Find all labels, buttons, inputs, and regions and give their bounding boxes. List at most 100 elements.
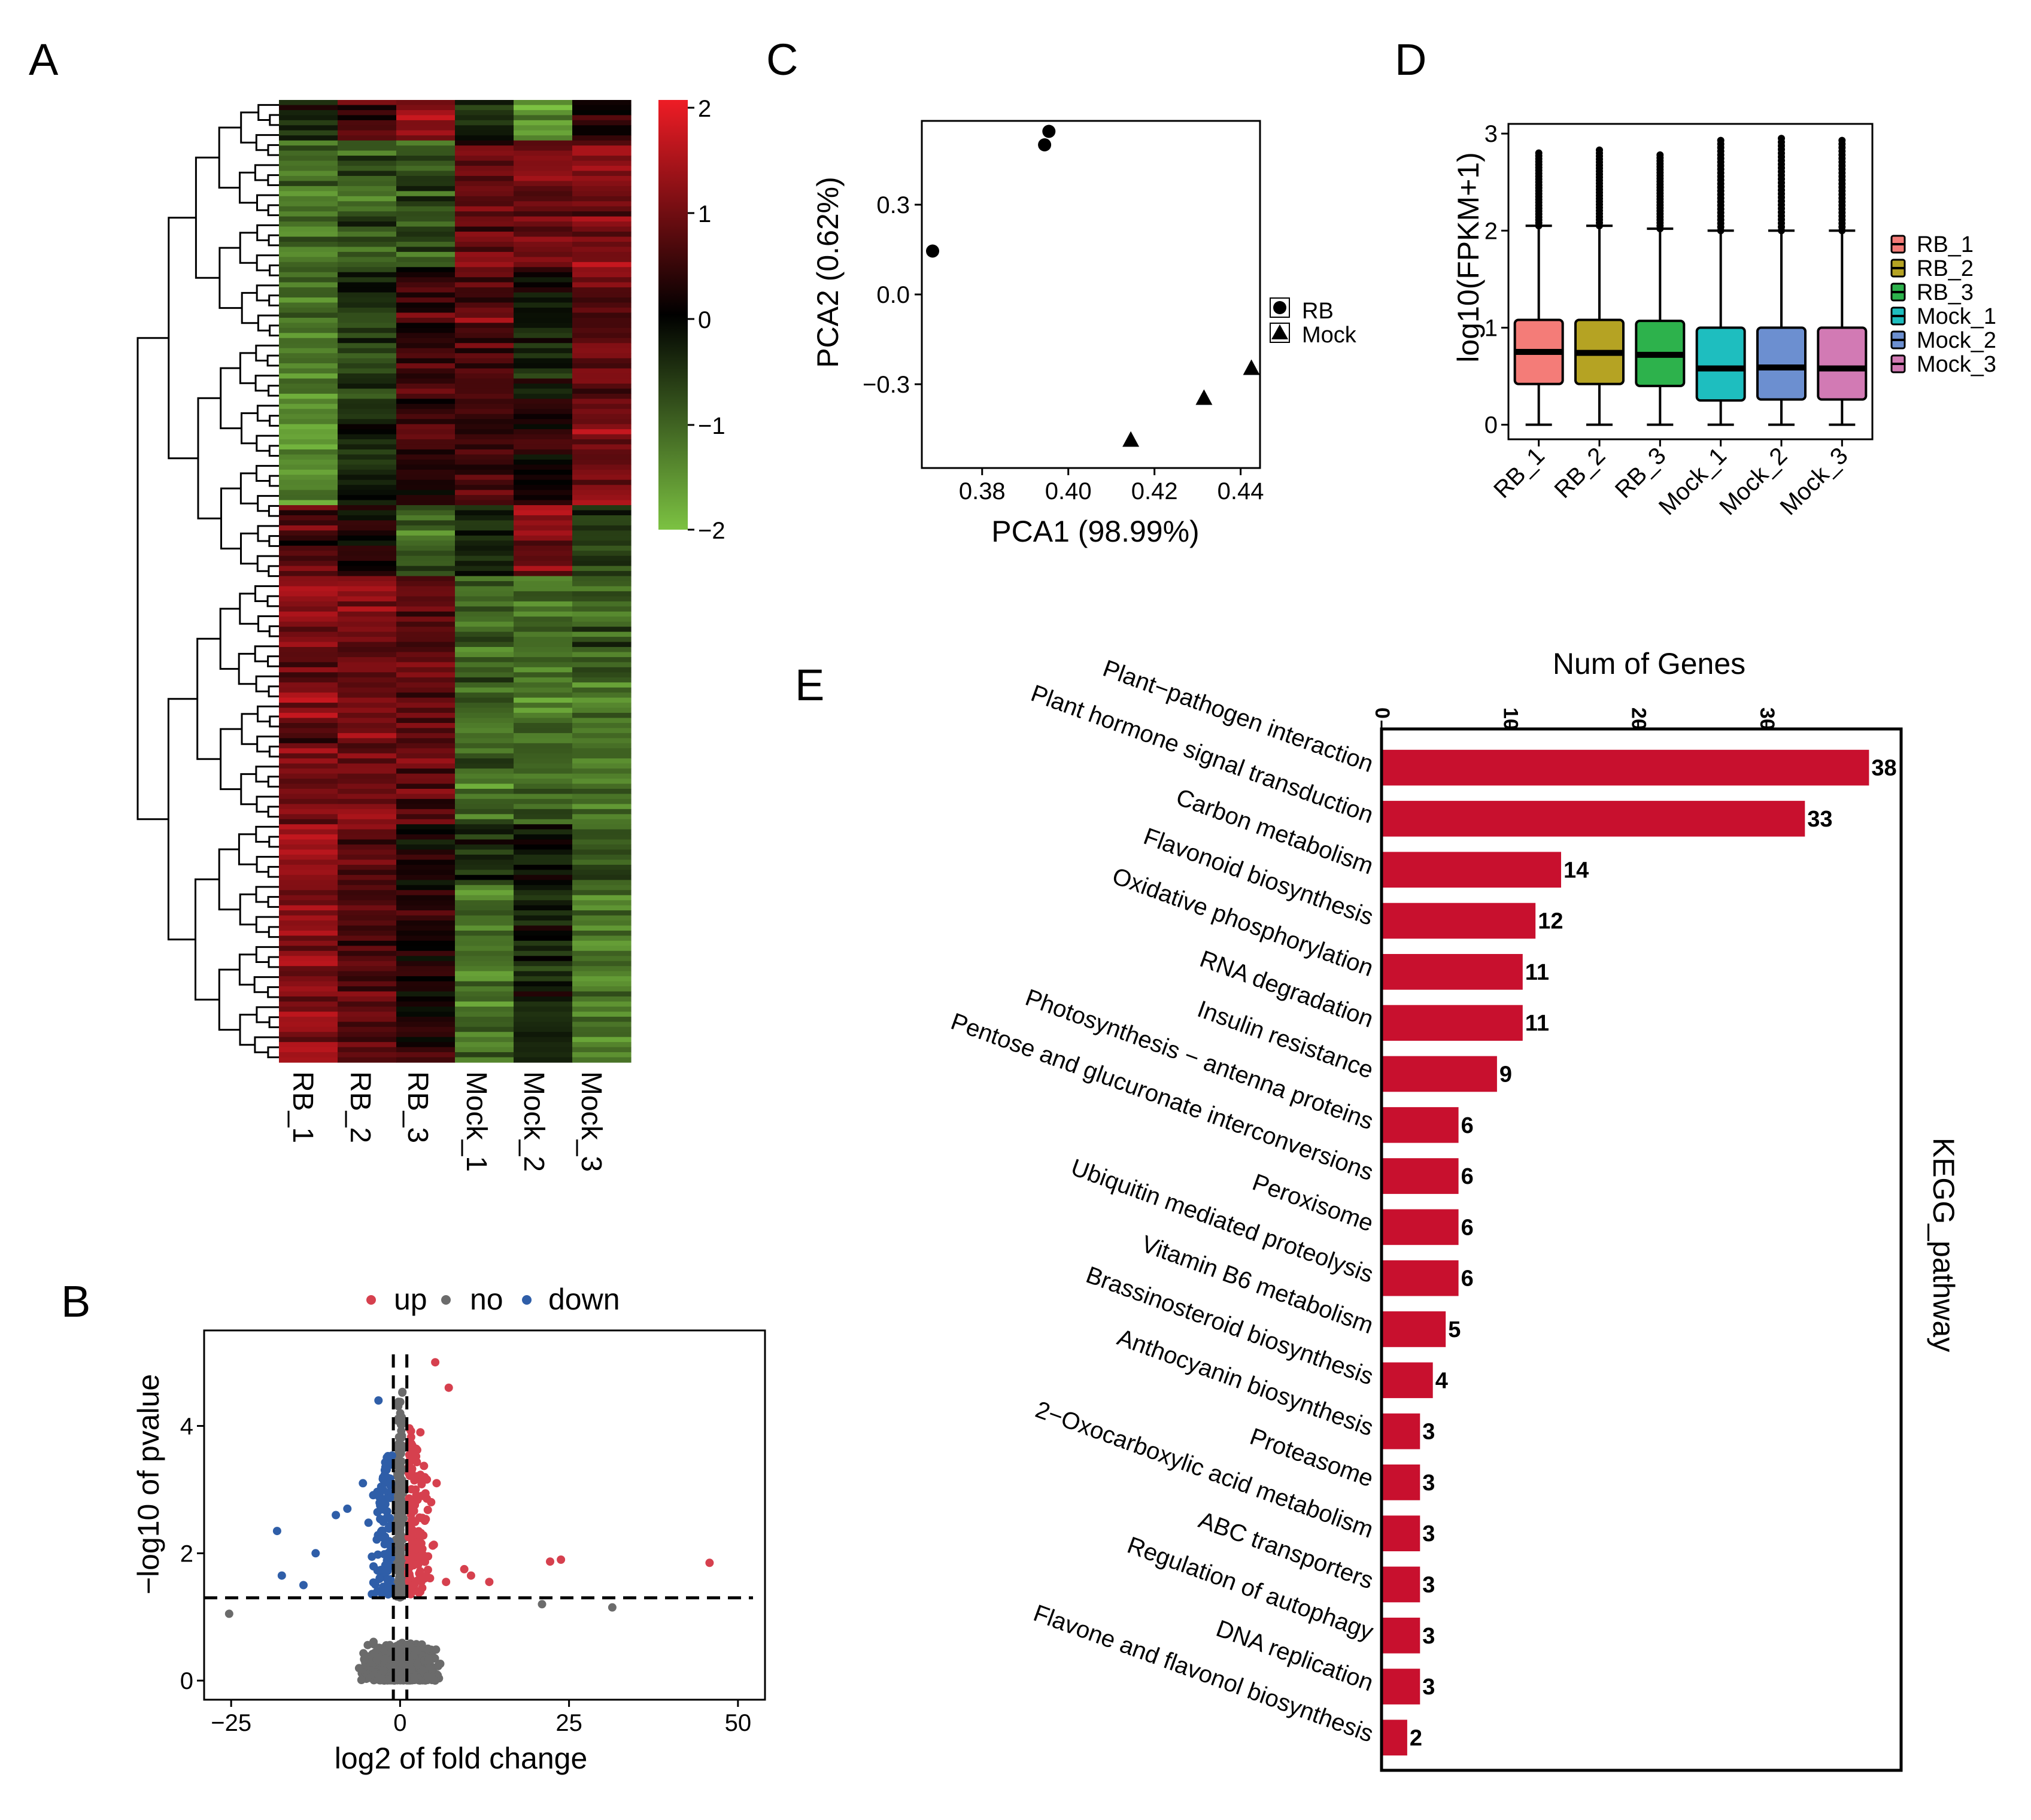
heatmap-cell [572,728,632,734]
kegg-bar-value-label: 11 [1525,960,1549,985]
heatmap-cell [455,338,514,344]
heatmap-cell [279,545,338,551]
heatmap-cell [514,707,573,713]
heatmap-cell [279,915,338,921]
heatmap-cell [396,616,456,622]
kegg-bar-value-label: 3 [1422,1675,1435,1700]
dendrogram-branch [195,878,220,1001]
heatmap-cell [514,444,573,450]
heatmap-cell [396,464,456,470]
heatmap-cell [396,753,456,759]
heatmap-cell [279,297,338,303]
volcano-point [311,1549,320,1558]
heatmap-cell [514,323,573,329]
heatmap-cell [455,804,514,810]
heatmap-cell [514,166,573,172]
heatmap-cell [279,373,338,379]
heatmap-cell [279,186,338,192]
heatmap-cell [455,343,514,349]
heatmap-cell [338,135,397,141]
heatmap-cell [338,1037,397,1043]
dendrogram-branch [256,435,279,452]
heatmap-cell [455,677,514,683]
heatmap-sample-label: Mock_3 [575,1071,607,1172]
kegg-y-label: KEGG_pathway [1927,1138,1960,1353]
volcano-point [410,1675,419,1684]
heatmap-cell [572,282,632,288]
heatmap-cell [455,399,514,405]
heatmap-cell [279,145,338,151]
heatmap-cell [396,449,456,455]
kegg-bar [1382,1158,1459,1194]
dendrogram-branch [136,337,169,821]
heatmap-cell [396,292,456,298]
heatmap-cell [338,166,397,172]
heatmap-cell [279,601,338,607]
heatmap-cell [338,616,397,622]
heatmap-cell [279,738,338,744]
dendrogram-branch [220,487,241,550]
colorbar-tick-label: 2 [698,96,711,122]
heatmap-cell [338,606,397,612]
heatmap-cell [279,363,338,369]
heatmap-cell [396,495,456,501]
heatmap-cell [514,525,573,531]
heatmap-cell [572,414,632,420]
legend-key-mock [1270,323,1290,343]
heatmap-cell [279,900,338,906]
heatmap-sample-label: RB_2 [344,1071,376,1143]
volcano-point [429,1541,438,1549]
heatmap-cell [396,1011,456,1017]
kegg-bar [1382,852,1561,888]
heatmap-cell [338,221,397,227]
heatmap-cell [572,601,632,607]
heatmap-cell [396,1042,456,1048]
dendrogram-branch [268,535,279,547]
heatmap-cell [279,272,338,278]
heatmap-cell [279,1057,338,1063]
dendrogram-branch [268,384,279,397]
heatmap-cell [279,206,338,212]
heatmap-cell [514,399,573,405]
heatmap-cell [338,596,397,602]
heatmap-cell [279,403,338,409]
heatmap-cell [572,115,632,121]
heatmap-cell [338,545,397,551]
heatmap-cell [455,267,514,273]
heatmap-cell [455,145,514,151]
kegg-bar-value-label: 3 [1422,1521,1435,1546]
heatmap-cell [279,464,338,470]
heatmap-cell [455,175,514,182]
heatmap-cell [279,1052,338,1058]
heatmap-cell [338,627,397,633]
heatmap-cell [279,576,338,582]
boxplot-y-label: log10(FPKM+1) [1452,152,1485,363]
heatmap-cell [572,267,632,273]
kegg-bar-value-label: 9 [1499,1062,1512,1087]
panel-letter-c: C [766,35,798,84]
panel-letter-b: B [61,1277,90,1326]
heatmap-cell [338,601,397,607]
heatmap-cell [514,606,573,612]
dendrogram-branch [240,532,258,565]
heatmap-cell [572,272,632,278]
heatmap-cell [572,611,632,617]
heatmap-cell [572,718,632,724]
boxplot-outlier [1838,136,1846,144]
heatmap-cell [455,277,514,283]
heatmap-cell [338,859,397,865]
heatmap-cell [338,804,397,810]
heatmap-cell [572,783,632,789]
heatmap-cell [396,687,456,693]
kegg-x-tick-label: 20 [1628,707,1650,730]
heatmap-cell [279,343,338,349]
heatmap-cell [514,520,573,526]
heatmap-cell [396,307,456,314]
heatmap-sample-labels: RB_1 RB_2 RB_3 Mock_1 Mock_2 Mock_3 [287,1071,607,1172]
boxplot-x-tick-label: RB_2 [1549,442,1610,503]
boxplot-frame [1507,123,1874,440]
heatmap-cell [338,393,397,399]
heatmap-cell [338,611,397,617]
pca-point-mock [1195,389,1213,405]
dendrogram-branch [269,475,279,487]
